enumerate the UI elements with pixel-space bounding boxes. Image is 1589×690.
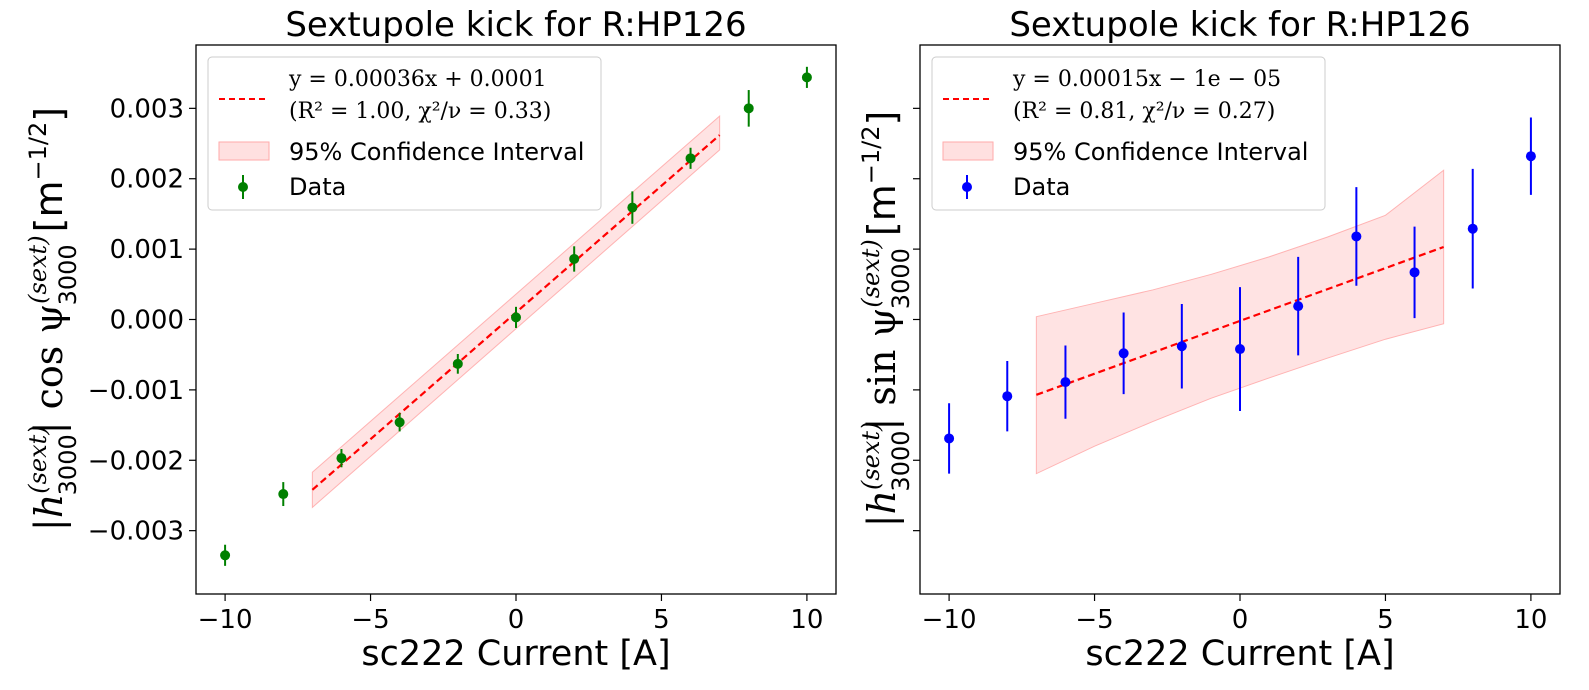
left-y-tick-label: 0.002	[110, 165, 184, 195]
left-legend: y = 0.00036x + 0.0001 (R² = 1.00, χ²/ν =…	[207, 56, 602, 211]
left-plot-area	[220, 66, 812, 566]
right-data-point	[1351, 231, 1362, 242]
left-data-point	[569, 253, 580, 264]
right-x-tick-label: 5	[1377, 605, 1394, 635]
right-plot-area	[944, 117, 1536, 475]
left-y-tick-label: −0.001	[88, 376, 184, 406]
left-y-tick-label: 0.000	[110, 306, 184, 336]
left-x-tick-label: −5	[351, 605, 389, 635]
right-panel: −10 −5 0 5 10 Sextupole kick for R:HP126 sc2…	[857, 5, 1561, 674]
left-panel: −10 −5 0 5 10 −0.003 −0.002 −0.001 0.000 0.001 0.0…	[24, 5, 837, 674]
left-legend-band-label: 95% Confidence Interval	[289, 138, 584, 166]
right-x-axis-label: sc222 Current [A]	[1085, 634, 1394, 674]
right-legend-band-label: 95% Confidence Interval	[1013, 138, 1308, 166]
right-y-axis-label: |h(sext)3000| sin ψ(sext)3000[m−1/2]	[857, 111, 915, 528]
right-ticks: −10 −5 0 5 10	[913, 107, 1547, 635]
left-data-point	[278, 489, 289, 500]
left-data-point	[220, 550, 231, 561]
left-y-tick-label: 0.003	[110, 94, 184, 124]
left-x-tick-label: 5	[653, 605, 670, 635]
left-x-tick-label: −10	[198, 605, 253, 635]
left-data-point	[336, 453, 347, 464]
left-data-point	[743, 103, 754, 114]
left-y-tick-label: −0.002	[88, 446, 184, 476]
left-ticks: −10 −5 0 5 10 −0.003 −0.002 −0.001 0.000 0.001 0.0…	[88, 94, 824, 635]
right-data-point	[944, 433, 955, 444]
left-legend-fit-stats: (R² = 1.00, χ²/ν = 0.33)	[289, 99, 551, 124]
left-y-tick-label: −0.003	[88, 517, 184, 547]
left-data-point	[801, 72, 812, 83]
right-data-point	[1467, 223, 1478, 234]
right-x-tick-label: −5	[1075, 605, 1113, 635]
right-data-point	[1060, 377, 1071, 388]
left-legend-data-label: Data	[289, 173, 346, 201]
right-legend-fit-equation: y = 0.00015x − 1e − 05	[1012, 67, 1281, 92]
left-x-tick-label: 10	[790, 605, 823, 635]
left-data-point	[685, 153, 696, 164]
right-legend-data-marker	[962, 182, 972, 192]
left-data-point	[452, 358, 463, 369]
right-fit-line	[1035, 245, 1445, 396]
right-legend-data-label: Data	[1013, 173, 1070, 201]
right-legend-box	[931, 56, 1326, 211]
right-chart-title: Sextupole kick for R:HP126	[1009, 5, 1470, 45]
left-y-tick-label: 0.001	[110, 235, 184, 265]
left-chart-title: Sextupole kick for R:HP126	[285, 5, 746, 45]
left-data-point	[394, 417, 405, 428]
right-legend: y = 0.00015x − 1e − 05 (R² = 0.81, χ²/ν …	[931, 56, 1326, 211]
left-data-point	[627, 202, 638, 213]
left-legend-box	[207, 56, 602, 211]
right-data-point	[1235, 344, 1245, 355]
right-data-point	[1176, 341, 1187, 352]
right-x-tick-label: 0	[1232, 605, 1249, 635]
right-legend-band-swatch	[942, 141, 994, 161]
left-legend-fit-equation: y = 0.00036x + 0.0001	[288, 67, 547, 92]
right-x-tick-label: 10	[1514, 605, 1547, 635]
right-data-point	[1118, 348, 1129, 359]
left-legend-data-marker	[238, 182, 248, 192]
left-legend-band-swatch	[218, 141, 270, 161]
right-x-tick-label: −10	[922, 605, 977, 635]
right-data-point	[1525, 151, 1536, 162]
right-legend-fit-stats: (R² = 0.81, χ²/ν = 0.27)	[1013, 99, 1275, 124]
left-x-axis-label: sc222 Current [A]	[361, 634, 670, 674]
left-data-point	[511, 312, 521, 323]
right-data-point	[1293, 301, 1304, 312]
left-y-axis-label: |h(sext)3000| cos ψ(sext)3000[m−1/2]	[24, 107, 82, 531]
right-data-point	[1409, 267, 1420, 278]
left-x-tick-label: 0	[508, 605, 525, 635]
right-data-point	[1002, 391, 1013, 402]
